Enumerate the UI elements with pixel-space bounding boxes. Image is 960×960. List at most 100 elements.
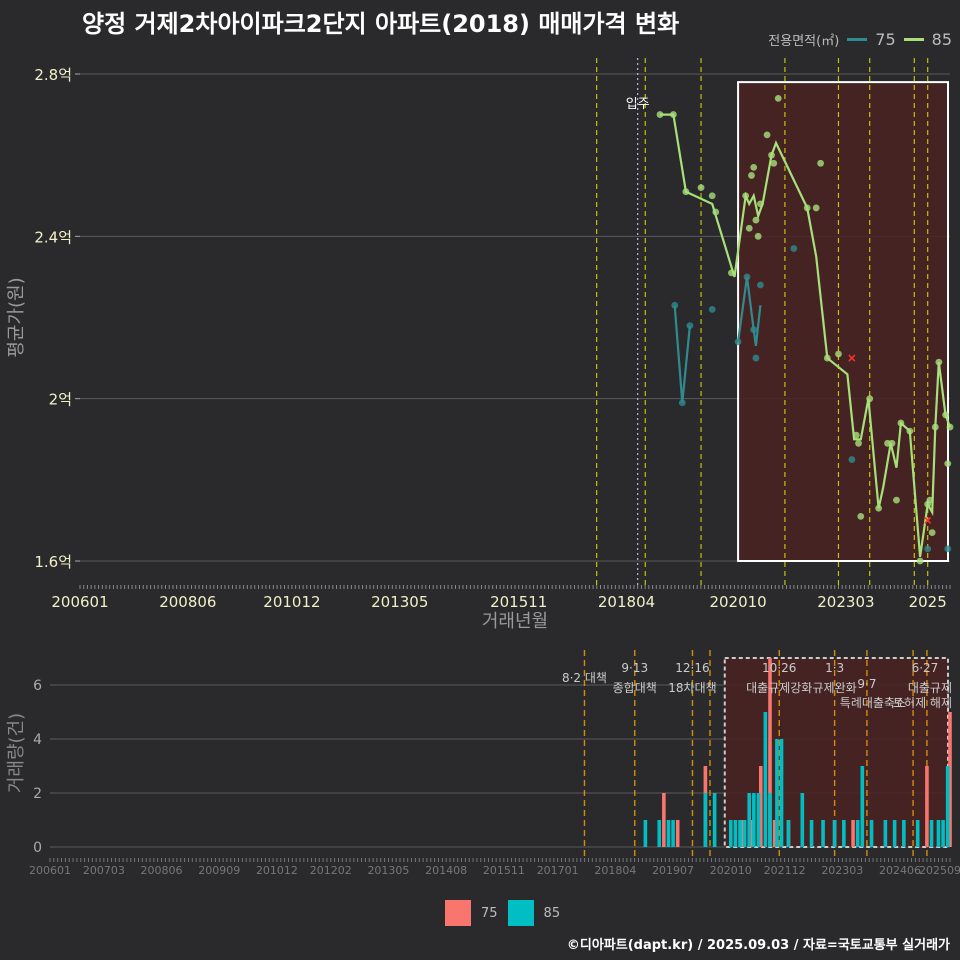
volume-policy-date: 9·13 <box>621 661 648 675</box>
volume-xtick-label: 201408 <box>425 864 467 877</box>
volume-policy-text: 규제완화 <box>813 681 857 695</box>
volume-bar-75 <box>675 820 680 847</box>
volume-ytick-label: 6 <box>33 678 42 694</box>
legend-label-vol-75: 75 <box>481 905 498 921</box>
volume-bar-85 <box>800 793 805 847</box>
volume-bar-85 <box>809 820 814 847</box>
volume-bar-85 <box>936 820 941 847</box>
price-xtick-label: 202010 <box>709 593 766 611</box>
volume-bar-85 <box>728 820 733 847</box>
volume-xtick-label: 201701 <box>537 864 579 877</box>
price-point-85 <box>752 216 760 224</box>
volume-xtick-label: 201012 <box>256 864 298 877</box>
price-point-85 <box>897 419 905 427</box>
price-point-85 <box>926 496 934 504</box>
price-xtick-label: 200601 <box>51 593 108 611</box>
volume-ytick-label: 4 <box>33 732 42 748</box>
price-y-axis-title: 평균가(원) <box>6 277 27 357</box>
price-point-85 <box>669 111 677 118</box>
price-point-85 <box>817 159 825 167</box>
price-ytick-label: 2.8억 <box>34 66 72 84</box>
price-point-85 <box>727 269 735 277</box>
price-point-75 <box>790 245 798 252</box>
volume-policy-text: 토허제 해제 <box>893 696 952 710</box>
volume-bar-85 <box>671 820 675 847</box>
volume-policy-date: 1·3 <box>825 661 844 675</box>
volume-xtick-label: 200703 <box>83 864 125 877</box>
price-point-85 <box>750 163 758 171</box>
legend-label-vol-85: 85 <box>543 905 561 921</box>
price-point-85 <box>888 439 896 447</box>
legend-title: 전용면적(㎡) <box>768 34 840 49</box>
volume-ytick-label: 0 <box>33 840 42 856</box>
volume-bar-85 <box>768 793 772 847</box>
volume-policy-text: 종합대책 <box>613 680 657 695</box>
volume-xtick-label: 202509 <box>919 864 960 877</box>
volume-xtick-label: 201907 <box>652 864 694 877</box>
legend-swatch-75 <box>445 900 471 926</box>
volume-bar-85 <box>832 820 837 847</box>
volume-policy-text: 대출규제강화 <box>746 681 812 695</box>
price-point-75 <box>708 305 716 313</box>
price-point-75 <box>756 281 764 289</box>
volume-bar-85 <box>945 766 950 847</box>
price-point-85 <box>893 496 900 504</box>
volume-bar-85 <box>821 820 825 847</box>
price-xtick-label: 202303 <box>817 593 874 611</box>
price-point-85 <box>812 204 820 212</box>
price-xtick-label: 2025 <box>909 593 947 611</box>
volume-xtick-label: 200806 <box>141 864 183 877</box>
volume-bar-85 <box>657 820 662 847</box>
price-series-line-75 <box>673 305 691 403</box>
legend-line-85 <box>903 38 924 41</box>
price-point-75 <box>686 322 694 330</box>
volume-xtick-label: 201305 <box>367 864 409 877</box>
volume-bar-85 <box>860 766 865 847</box>
volume-bar-85 <box>779 739 784 847</box>
price-point-75 <box>743 273 751 281</box>
price-legend: 전용면적(㎡) 75 85 <box>768 30 952 49</box>
price-point-85 <box>682 188 690 196</box>
price-point-85 <box>906 427 914 435</box>
price-point-85 <box>708 192 716 200</box>
footer-credit: ©디아파트(dapt.kr) / 2025.09.03 / 자료=국토교통부 실… <box>566 938 950 953</box>
volume-legend: 75 85 <box>445 900 560 926</box>
volume-bar-75 <box>740 820 745 847</box>
volume-bar-85 <box>855 820 860 847</box>
volume-xtick-label: 202010 <box>710 864 752 877</box>
price-point-75 <box>671 301 679 309</box>
price-ytick-label: 2억 <box>49 391 72 409</box>
volume-xtick-label: 201202 <box>310 864 352 877</box>
volume-xtick-label: 200601 <box>29 864 71 877</box>
volume-policy-label: 8·2 대책 <box>562 670 607 685</box>
price-point-85 <box>835 350 842 358</box>
volume-policy-text: 특례대출축소 <box>840 696 906 710</box>
price-ytick-label: 1.6억 <box>34 553 72 571</box>
price-point-85 <box>946 423 954 431</box>
volume-bar-85 <box>712 793 717 847</box>
volume-bar-75 <box>758 766 763 847</box>
price-point-75 <box>848 456 856 463</box>
price-point-85 <box>823 354 831 362</box>
volume-bar-85 <box>775 739 779 847</box>
volume-xtick-label: 202303 <box>821 864 863 877</box>
price-point-85 <box>697 184 705 192</box>
volume-ytick-label: 2 <box>33 786 42 802</box>
price-point-85 <box>768 151 775 159</box>
price-point-85 <box>852 431 860 439</box>
price-point-75 <box>750 326 758 334</box>
price-point-85 <box>875 504 883 512</box>
legend-label-75: 75 <box>875 30 896 49</box>
price-cross-marker <box>848 354 856 362</box>
volume-bar-85 <box>902 820 906 847</box>
price-point-85 <box>712 208 720 216</box>
volume-policy-date: 12·16 <box>675 661 709 675</box>
volume-bar-85 <box>738 820 742 847</box>
volume-xtick-label: 202406 <box>879 864 921 877</box>
price-point-85 <box>754 232 762 240</box>
volume-policy-date: 9·7 <box>857 677 876 691</box>
volume-bar-85 <box>941 820 945 847</box>
price-xtick-label: 201511 <box>490 593 547 611</box>
volume-bar-85 <box>869 820 874 847</box>
